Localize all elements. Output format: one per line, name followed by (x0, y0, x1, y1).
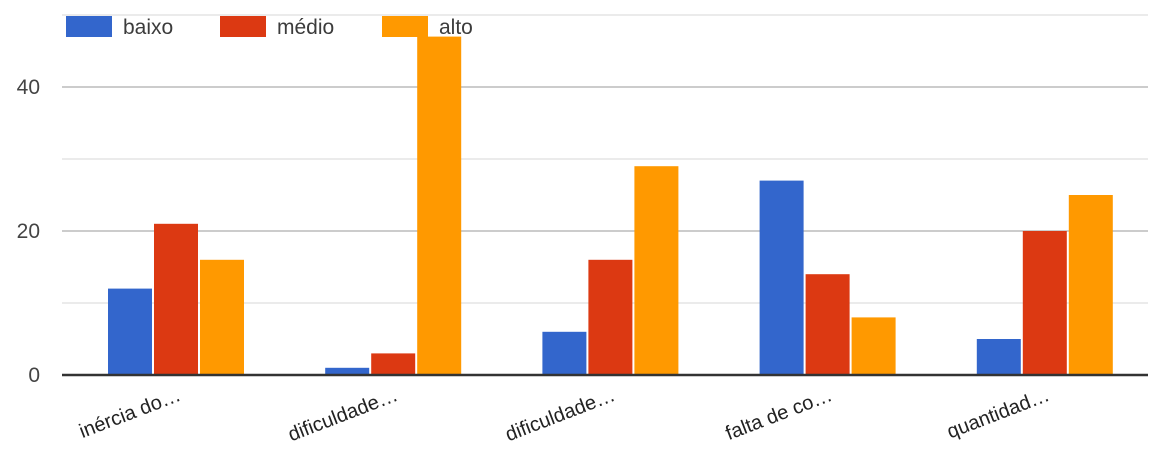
gridlines (62, 14, 1148, 304)
legend-swatch-alto (382, 16, 428, 37)
y-tick-label: 40 (17, 76, 40, 99)
legend-label-baixo: baixo (123, 16, 173, 39)
legend: baixo médio alto (66, 16, 473, 39)
x-category-label: quantidad… (944, 384, 1053, 443)
bar-médio-2 (588, 259, 633, 375)
x-category-label: inércia do… (76, 384, 184, 443)
y-tick-label: 20 (17, 220, 40, 243)
x-category-label: dificuldade… (502, 384, 618, 446)
bar-alto-4 (1068, 195, 1113, 375)
bar-baixo-2 (542, 331, 587, 375)
legend-label-médio: médio (277, 16, 334, 39)
legend-label-alto: alto (439, 16, 473, 39)
y-axis-ticks: 0 20 40 (17, 76, 40, 387)
bar-alto-2 (634, 166, 679, 375)
x-axis-labels: inércia do… dificuldade… dificuldade… falta… (76, 384, 1052, 446)
bar-médio-0 (154, 223, 198, 375)
bar-alto-3 (851, 317, 896, 375)
bar-baixo-0 (108, 288, 152, 375)
x-category-label: dificuldade… (285, 384, 401, 446)
bar-médio-3 (805, 274, 850, 375)
bar-baixo-4 (976, 339, 1021, 375)
x-category-label: falta de co… (723, 384, 836, 445)
bar-baixo-3 (759, 180, 804, 375)
bar-médio-4 (1022, 231, 1067, 375)
bar-baixo-1 (325, 367, 370, 375)
bar-alto-1 (417, 36, 462, 375)
y-tick-label: 0 (28, 364, 40, 387)
bar-alto-0 (200, 259, 244, 375)
bar-médio-1 (371, 353, 416, 375)
bars (108, 36, 1113, 375)
legend-swatch-médio (220, 16, 266, 37)
legend-swatch-baixo (66, 16, 112, 37)
